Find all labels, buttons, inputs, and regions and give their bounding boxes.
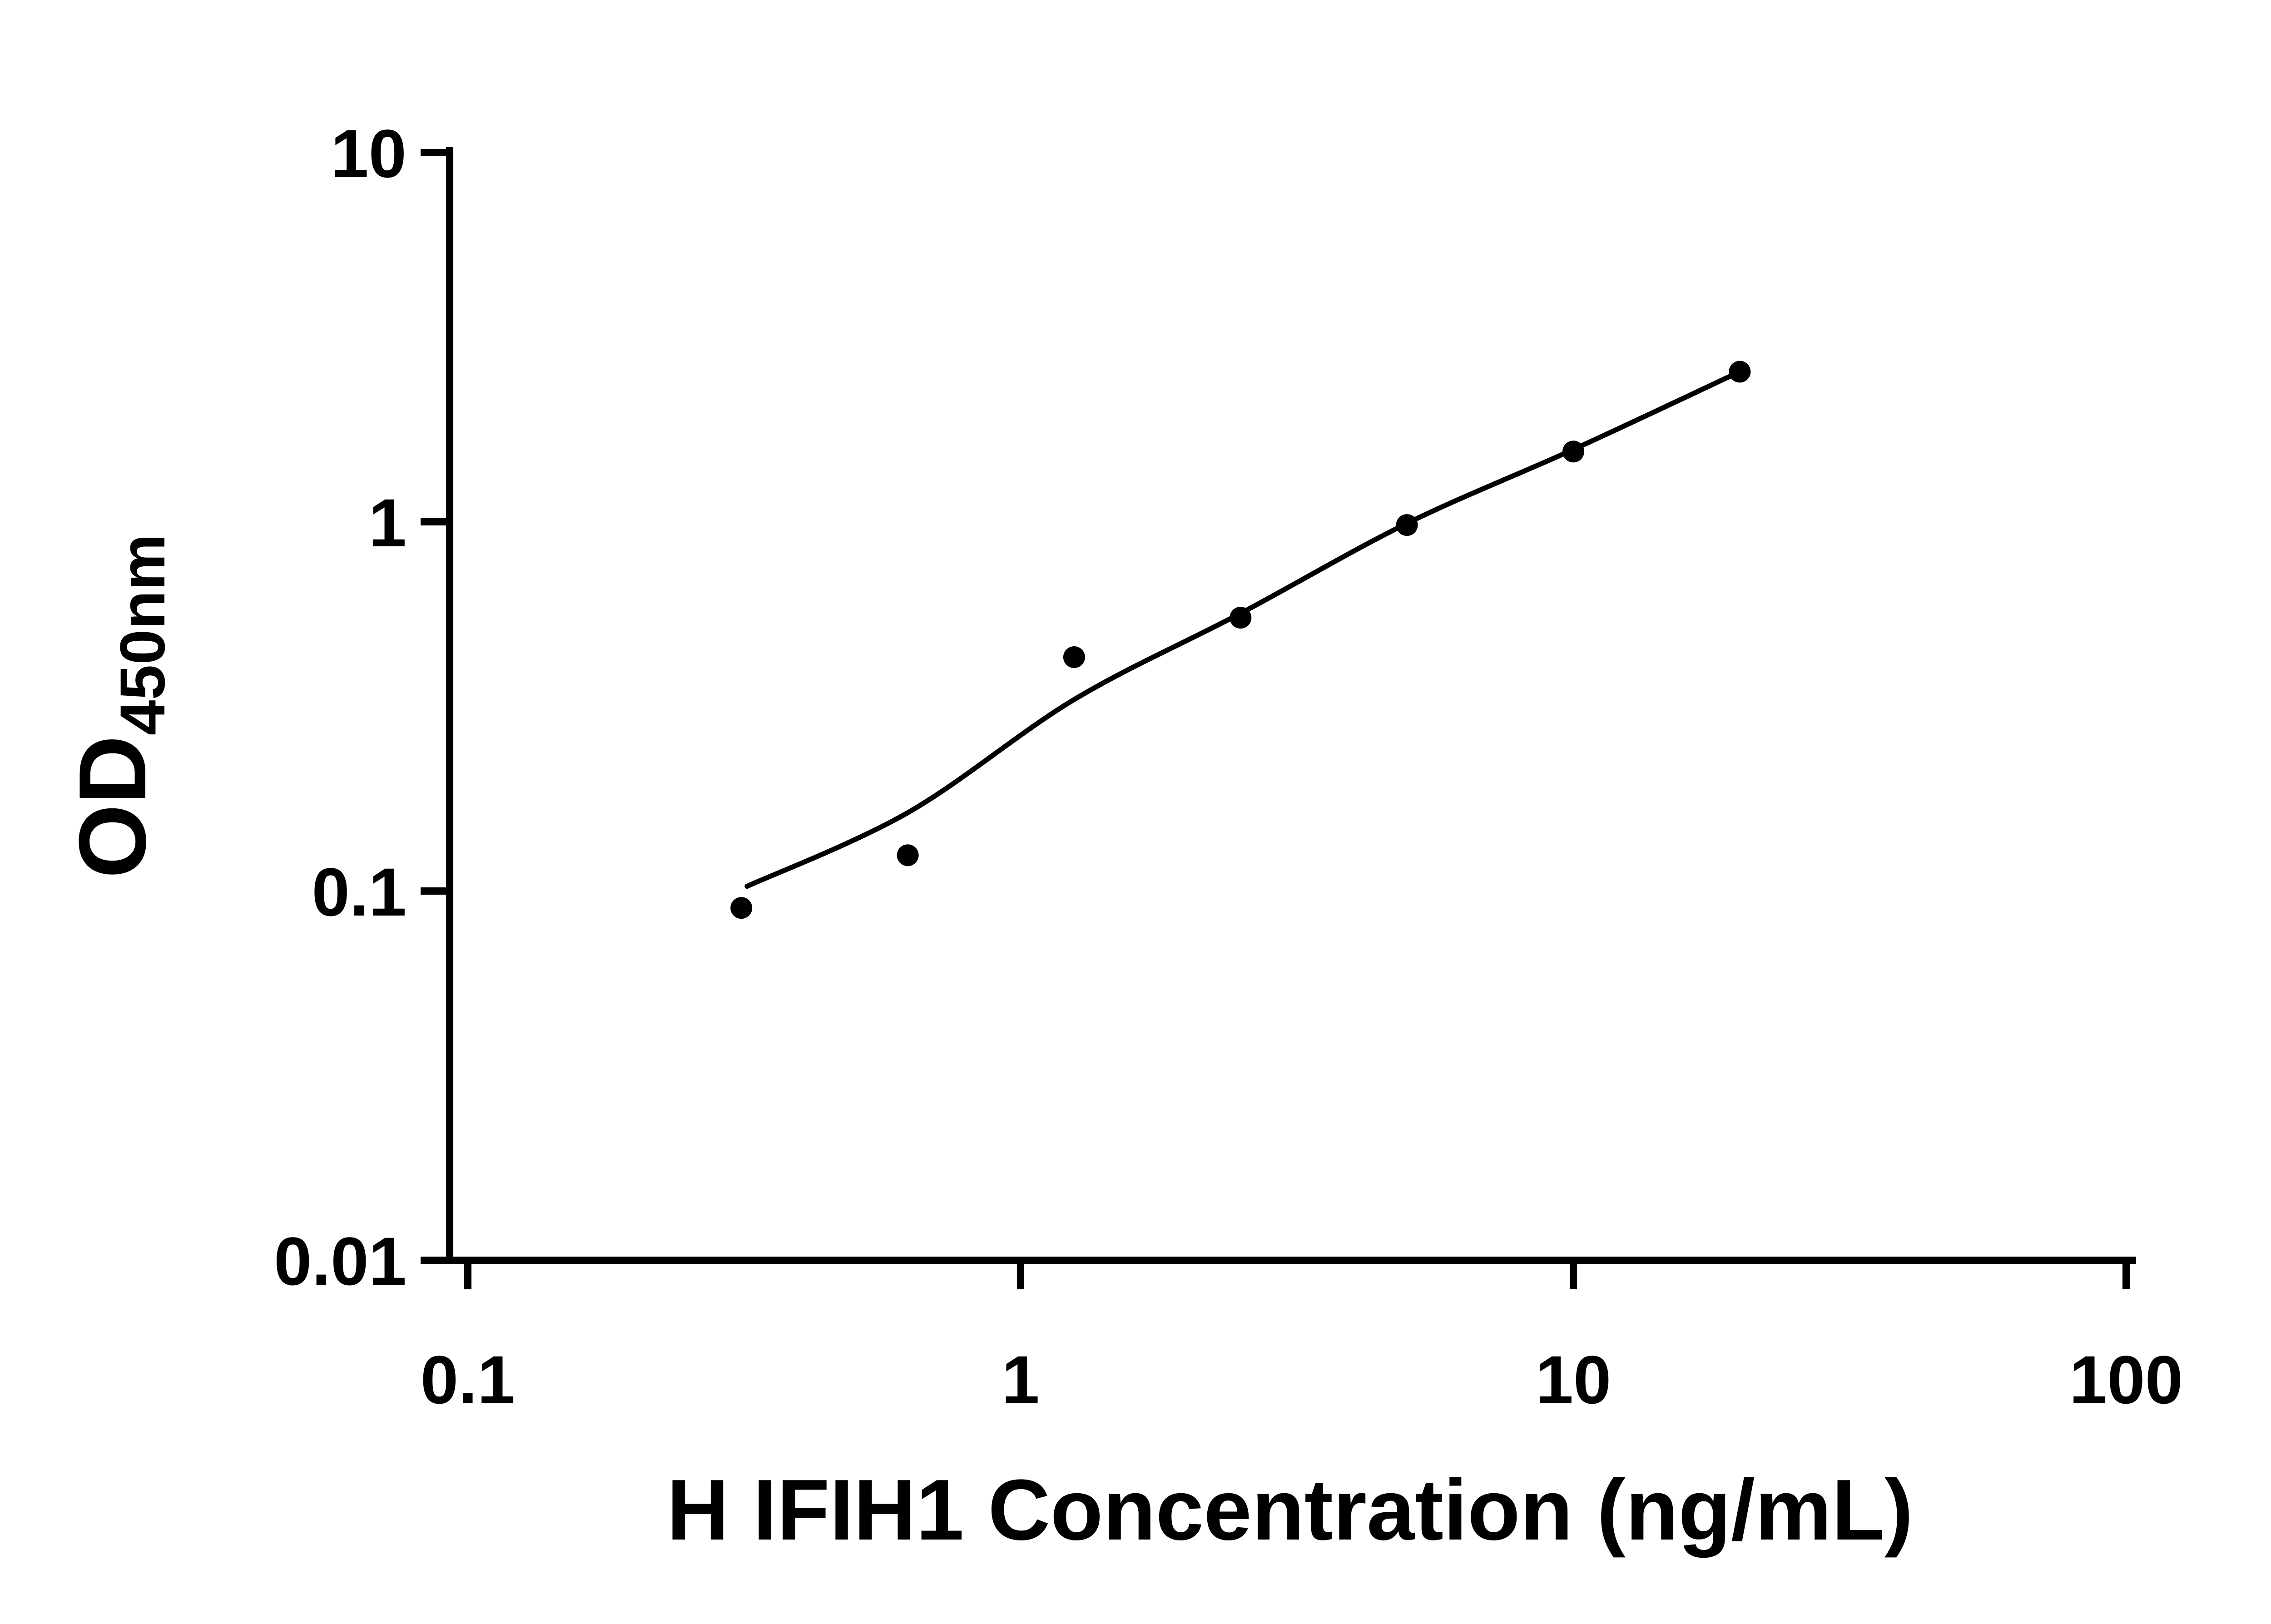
ticks-layer bbox=[421, 149, 2130, 1289]
data-points-layer bbox=[730, 361, 1751, 919]
y-tick-label: 0.1 bbox=[312, 854, 407, 930]
data-point bbox=[897, 844, 919, 866]
data-point bbox=[1396, 514, 1418, 536]
data-point bbox=[1729, 361, 1751, 383]
y-axis-title-subscript: 450nm bbox=[107, 534, 178, 736]
fit-curve bbox=[744, 369, 1742, 889]
y-tick-label: 10 bbox=[331, 115, 407, 192]
y-tick-label: 1 bbox=[369, 485, 407, 561]
y-axis-title: OD450nm bbox=[59, 534, 178, 879]
x-tick-label: 0.1 bbox=[421, 1342, 516, 1418]
x-tick-label: 10 bbox=[1536, 1342, 1612, 1418]
axis-frame bbox=[446, 147, 2136, 1264]
data-point bbox=[1562, 441, 1584, 463]
x-tick-label: 1 bbox=[1002, 1342, 1039, 1418]
axes-layer bbox=[446, 147, 2136, 1264]
y-tick-label: 0.01 bbox=[274, 1223, 407, 1299]
fit-curve-layer bbox=[744, 369, 1742, 889]
x-axis-title: H IFIH1 Concentration (ng/mL) bbox=[667, 1462, 1913, 1558]
data-point bbox=[1230, 607, 1252, 629]
x-tick-label: 100 bbox=[2069, 1342, 2183, 1418]
data-point bbox=[730, 897, 753, 919]
data-point bbox=[1063, 646, 1085, 668]
y-axis-title-main: OD bbox=[59, 735, 166, 878]
